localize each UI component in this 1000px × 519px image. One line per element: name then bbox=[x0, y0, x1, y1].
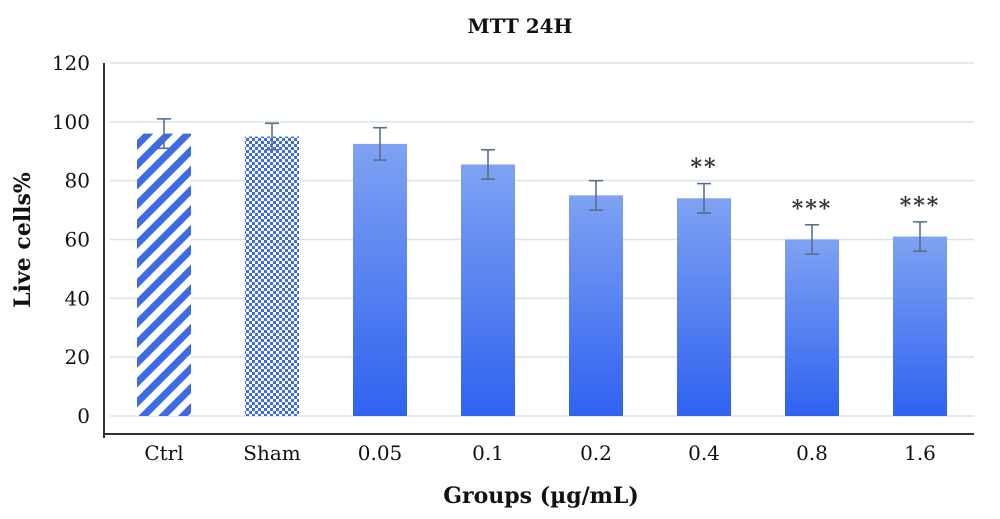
y-tick-label: 20 bbox=[65, 345, 90, 369]
error-bar bbox=[265, 122, 279, 151]
error-bar bbox=[697, 182, 711, 214]
bar-0-8 bbox=[785, 239, 839, 416]
x-tick-label: 1.6 bbox=[904, 441, 936, 465]
x-tick-label: 0.2 bbox=[580, 441, 612, 465]
x-tick-label: 0.8 bbox=[796, 441, 828, 465]
error-bar bbox=[373, 126, 387, 161]
bar-0-1 bbox=[461, 164, 515, 416]
bar-ctrl bbox=[137, 133, 191, 416]
bar-0-4 bbox=[677, 198, 731, 416]
significance-markers: ***** *** bbox=[690, 155, 941, 222]
error-bar bbox=[481, 148, 495, 180]
error-bar bbox=[157, 118, 171, 150]
y-tick-label: 80 bbox=[65, 169, 90, 193]
x-tick-label: 0.1 bbox=[472, 441, 504, 465]
y-tick-label: 100 bbox=[52, 110, 90, 134]
error-bar bbox=[589, 179, 603, 211]
x-axis-title: Groups (µg/mL) bbox=[443, 483, 639, 509]
error-bars bbox=[157, 118, 927, 256]
gridlines bbox=[110, 62, 974, 417]
y-tick-labels: 0 20 40 60 80 100 120 bbox=[52, 51, 90, 428]
x-tick-label: 0.4 bbox=[688, 441, 720, 465]
chart-title: MTT 24H bbox=[468, 14, 573, 38]
y-tick-label: 60 bbox=[65, 228, 90, 252]
y-tick-label: 0 bbox=[77, 404, 90, 428]
x-tick-labels: Ctrl Sham 0.05 0.1 0.2 0.4 0.8 1.6 bbox=[144, 441, 936, 465]
x-tick-label: Ctrl bbox=[144, 441, 183, 465]
x-tick-label: 0.05 bbox=[358, 441, 403, 465]
x-tick-label: Sham bbox=[243, 441, 301, 465]
bar-1-6 bbox=[893, 236, 947, 416]
bar-sham bbox=[245, 136, 299, 416]
bar-0-05 bbox=[353, 143, 407, 417]
significance-marker: *** bbox=[900, 193, 941, 219]
bars bbox=[137, 133, 947, 417]
y-tick-label: 40 bbox=[65, 286, 90, 310]
error-bar bbox=[805, 223, 819, 256]
y-axis-title: Live cells% bbox=[10, 172, 36, 308]
y-tick-label: 120 bbox=[52, 51, 90, 75]
error-bar bbox=[913, 221, 927, 253]
bar-0-2 bbox=[569, 195, 623, 416]
significance-marker: *** bbox=[792, 196, 833, 222]
significance-marker: ** bbox=[690, 155, 717, 181]
